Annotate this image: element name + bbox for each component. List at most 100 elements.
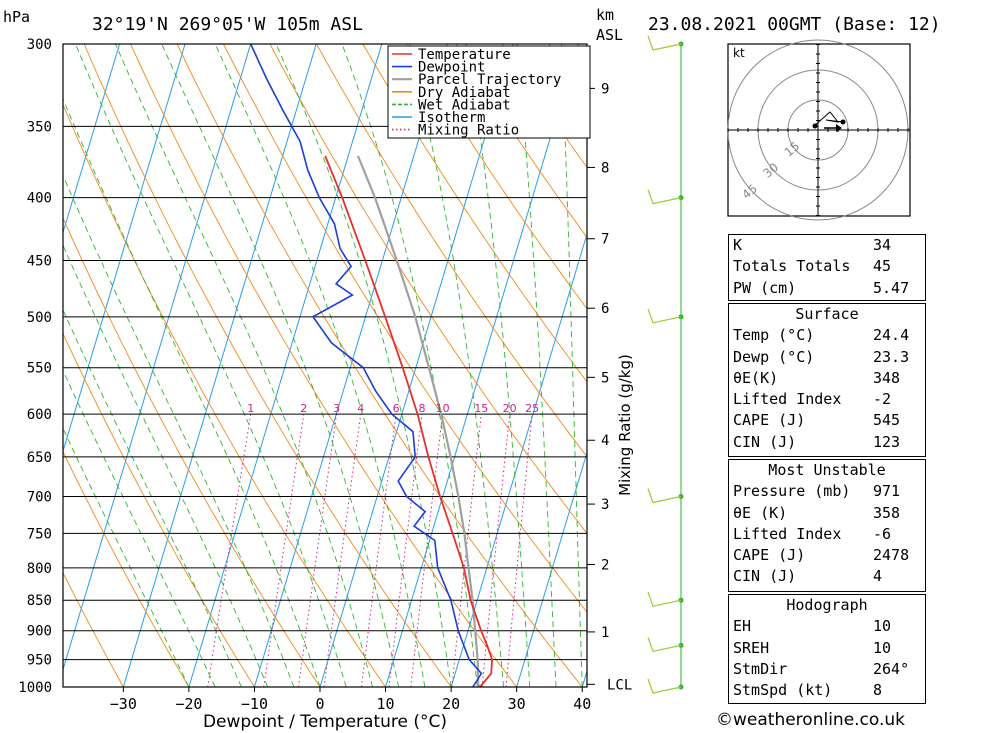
temperature-line	[324, 155, 494, 687]
temperature-tick-label: 40	[573, 695, 591, 713]
dry-adiabat-line	[63, 571, 124, 687]
index-label: PW (cm)	[733, 278, 797, 297]
mixing-ratio-label: 20	[503, 402, 517, 415]
mixing-ratio-line	[505, 414, 533, 687]
pressure-tick-label: 1000	[18, 680, 52, 696]
wet-adiabat-line	[214, 44, 426, 687]
index-row-totals: Totals Totals 45	[729, 256, 925, 277]
index-label: StmDir	[733, 659, 788, 678]
mixing-ratio-line	[298, 414, 338, 687]
temperature-tick-label: 20	[442, 695, 460, 713]
datetime-title: 23.08.2021 00GMT (Base: 12)	[648, 14, 941, 35]
hodograph-indices-panel: Hodograph EH 10 SREH 10 StmDir 264° StmSpd …	[728, 594, 926, 704]
index-label: EH	[733, 617, 752, 636]
mixing-ratio-line	[410, 414, 444, 687]
temperature-tick-label: 30	[508, 695, 526, 713]
index-label: Temp (°C)	[733, 326, 815, 345]
pressure-tick-label: 450	[27, 254, 52, 270]
wind-barb	[647, 189, 682, 205]
height-tick-label: 1	[601, 625, 609, 641]
index-label: CAPE (J)	[733, 411, 806, 430]
wind-barb	[647, 678, 682, 694]
temperature-tick-label: −10	[241, 695, 268, 713]
index-label: Lifted Index	[733, 390, 842, 409]
legend-entry: Dewpoint	[418, 60, 485, 76]
mu-row: Pressure (mb) 971	[729, 481, 925, 502]
wind-barb	[647, 35, 682, 51]
mixing-ratio-line	[451, 414, 482, 687]
hodograph-title: Hodograph	[786, 596, 868, 614]
mixing-ratio-line	[323, 414, 362, 687]
dry-adiabat-line	[176, 44, 583, 687]
index-label: CIN (J)	[733, 567, 797, 586]
index-value: 123	[873, 432, 901, 451]
index-value: -2	[873, 390, 892, 409]
height-tick-label: 2	[601, 557, 609, 573]
index-value: 34	[873, 236, 892, 254]
index-value: 358	[873, 503, 901, 522]
mixing-ratio-label: 10	[436, 402, 450, 415]
mixing-ratio-axis-label: Mixing Ratio (g/kg)	[616, 354, 634, 496]
surface-row: CAPE (J) 545	[729, 410, 925, 431]
mixing-ratio-label: 3	[333, 402, 340, 415]
wet-adiabat-line	[516, 44, 557, 687]
dry-adiabat-line	[409, 44, 587, 310]
height-tick-label: 7	[601, 232, 609, 248]
height-tick-label: 8	[601, 160, 609, 176]
wind-barb	[647, 308, 682, 324]
index-label: Pressure (mb)	[733, 482, 851, 501]
surface-title: Surface	[795, 305, 859, 323]
wind-barb	[647, 488, 682, 504]
pressure-tick-label: 750	[27, 526, 52, 542]
mixing-ratio-label: 15	[474, 402, 488, 415]
location-title: 32°19'N 269°05'W 105m ASL	[92, 14, 363, 35]
height-unit-km: km	[596, 6, 614, 24]
mu-row: CAPE (J) 2478	[729, 545, 925, 566]
temperature-tick-label: 10	[377, 695, 395, 713]
surface-row: Lifted Index -2	[729, 389, 925, 410]
dry-adiabat-line	[362, 44, 587, 383]
index-value: 2478	[873, 546, 910, 565]
index-value: 10	[873, 638, 892, 657]
temperature-tick-label: −30	[110, 695, 137, 713]
index-label: Dewp (°C)	[733, 347, 815, 366]
mixing-ratio-label: 4	[357, 402, 364, 415]
isotherm-line	[385, 44, 579, 687]
pressure-tick-label: 700	[27, 490, 52, 506]
x-axis-label: Dewpoint / Temperature (°C)	[203, 712, 447, 732]
hodograph-trace	[813, 111, 844, 127]
pressure-tick-label: 350	[27, 119, 52, 135]
hodograph-unit-label: kt	[733, 46, 745, 60]
mixing-ratio-label: 2	[300, 402, 307, 415]
dry-adiabat-line	[455, 44, 587, 239]
index-value: 8	[873, 681, 883, 700]
dry-adiabat-line	[269, 44, 587, 535]
mixing-ratio-line	[481, 414, 511, 687]
temperature-tick-label: 0	[315, 695, 324, 713]
isotherm-line	[516, 450, 587, 687]
mixing-ratio-label: 6	[393, 402, 400, 415]
isotherm-line	[253, 44, 448, 687]
wind-barb	[647, 592, 682, 607]
pressure-tick-label: 500	[27, 310, 52, 326]
pressure-tick-label: 950	[27, 653, 52, 669]
wet-adiabat-line	[161, 44, 400, 687]
index-row-k: K 34	[729, 235, 925, 256]
most-unstable-panel: Most Unstable Pressure (mb) 971 θE (K) 358…	[728, 459, 926, 592]
general-indices-panel: K 34 Totals Totals 45 PW (cm) 5.47	[728, 234, 926, 301]
mixing-ratio-line	[263, 414, 305, 687]
isotherm-line	[450, 232, 587, 687]
surface-row: Dewp (°C) 23.3	[729, 347, 925, 368]
height-tick-label: 4	[601, 433, 609, 449]
dry-adiabat-line	[921, 44, 1000, 687]
hodograph-point	[840, 119, 846, 125]
legend-entry: Parcel Trajectory	[418, 72, 561, 88]
index-value: 545	[873, 411, 901, 430]
height-tick-label: 5	[601, 370, 609, 386]
isotherm-line	[319, 44, 514, 687]
surface-row: CIN (J) 123	[729, 432, 925, 453]
index-value: -6	[873, 524, 892, 543]
wet-adiabat-line	[63, 97, 321, 687]
height-tick-label: 3	[601, 497, 609, 513]
